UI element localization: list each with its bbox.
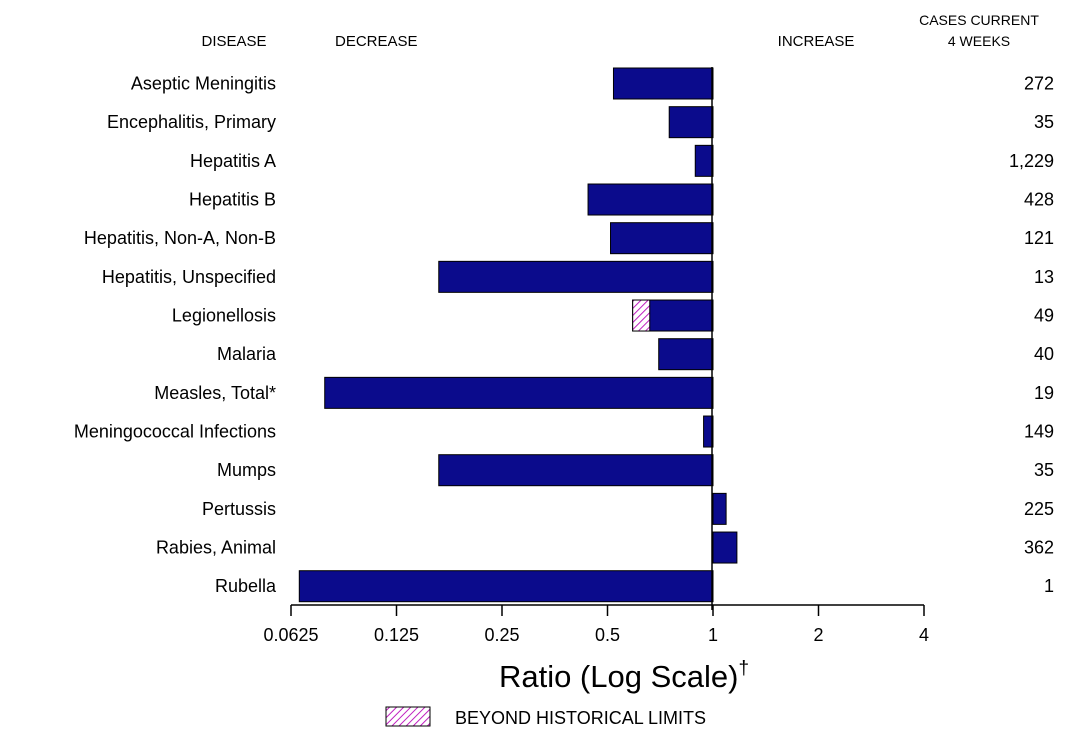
bar bbox=[438, 454, 714, 487]
bar bbox=[438, 260, 714, 293]
decrease-header: DECREASE bbox=[335, 33, 418, 50]
cases-value: 35 bbox=[1034, 112, 1054, 132]
category-label: Hepatitis B bbox=[189, 190, 276, 210]
bar bbox=[298, 570, 714, 603]
bar bbox=[612, 67, 714, 100]
x-tick-label: 0.25 bbox=[484, 625, 519, 645]
category-label: Malaria bbox=[217, 344, 277, 364]
bar bbox=[694, 144, 714, 177]
x-tick-label: 1 bbox=[708, 625, 718, 645]
bar bbox=[324, 376, 714, 409]
category-label: Hepatitis, Unspecified bbox=[102, 267, 276, 287]
category-labels: Aseptic Meningitis Encephalitis, Primary H… bbox=[74, 74, 277, 597]
category-label: Pertussis bbox=[202, 499, 276, 519]
x-tick-label: 2 bbox=[813, 625, 823, 645]
category-label: Meningococcal Infections bbox=[74, 422, 276, 442]
bar bbox=[668, 106, 714, 139]
cases-value: 1 bbox=[1044, 576, 1054, 596]
cases-value: 40 bbox=[1034, 344, 1054, 364]
cases-header-line1: CASES CURRENT bbox=[919, 12, 1039, 28]
bar bbox=[712, 492, 727, 525]
cases-value: 13 bbox=[1034, 267, 1054, 287]
bar bbox=[712, 531, 738, 564]
x-axis-ticks: 0.0625 0.125 0.25 0.5 1 2 4 bbox=[263, 605, 929, 645]
x-tick-label: 0.125 bbox=[374, 625, 419, 645]
bars-group bbox=[298, 67, 738, 603]
cases-value: 272 bbox=[1024, 74, 1054, 94]
cases-value: 149 bbox=[1024, 422, 1054, 442]
cases-value: 19 bbox=[1034, 383, 1054, 403]
x-tick-label: 0.0625 bbox=[263, 625, 318, 645]
cases-value: 49 bbox=[1034, 306, 1054, 326]
legend-label-beyond-historical-limits: BEYOND HISTORICAL LIMITS bbox=[455, 708, 706, 728]
disease-header: DISEASE bbox=[201, 33, 266, 50]
x-tick-label: 0.5 bbox=[595, 625, 620, 645]
bar bbox=[703, 415, 714, 448]
category-label: Mumps bbox=[217, 460, 276, 480]
category-label: Hepatitis, Non-A, Non-B bbox=[84, 228, 276, 248]
cases-values: 272 35 1,229 428 121 13 49 40 19 149 35 225 362 1 bbox=[1009, 74, 1054, 597]
x-axis-title: Ratio (Log Scale)† bbox=[499, 658, 749, 694]
cases-value: 121 bbox=[1024, 228, 1054, 248]
bar bbox=[587, 183, 714, 216]
cases-value: 1,229 bbox=[1009, 151, 1054, 171]
x-axis-title-superscript: † bbox=[738, 658, 749, 679]
category-label: Encephalitis, Primary bbox=[107, 112, 276, 132]
bar bbox=[610, 222, 714, 255]
category-label: Aseptic Meningitis bbox=[131, 74, 276, 94]
bar bbox=[658, 338, 714, 371]
category-label: Rubella bbox=[215, 576, 277, 596]
bar-beyond-historical-limits bbox=[632, 299, 651, 332]
x-tick-label: 4 bbox=[919, 625, 929, 645]
category-label: Rabies, Animal bbox=[156, 538, 276, 558]
x-axis-title-text: Ratio (Log Scale) bbox=[499, 659, 739, 694]
category-label: Measles, Total* bbox=[154, 383, 276, 403]
legend-swatch-beyond-historical-limits bbox=[385, 706, 431, 727]
cases-value: 428 bbox=[1024, 190, 1054, 210]
increase-header: INCREASE bbox=[778, 33, 855, 50]
cases-value: 362 bbox=[1024, 538, 1054, 558]
cases-value: 225 bbox=[1024, 499, 1054, 519]
cases-header-line2: 4 WEEKS bbox=[948, 33, 1010, 49]
cases-value: 35 bbox=[1034, 460, 1054, 480]
category-label: Hepatitis A bbox=[190, 151, 276, 171]
category-label: Legionellosis bbox=[172, 306, 276, 326]
